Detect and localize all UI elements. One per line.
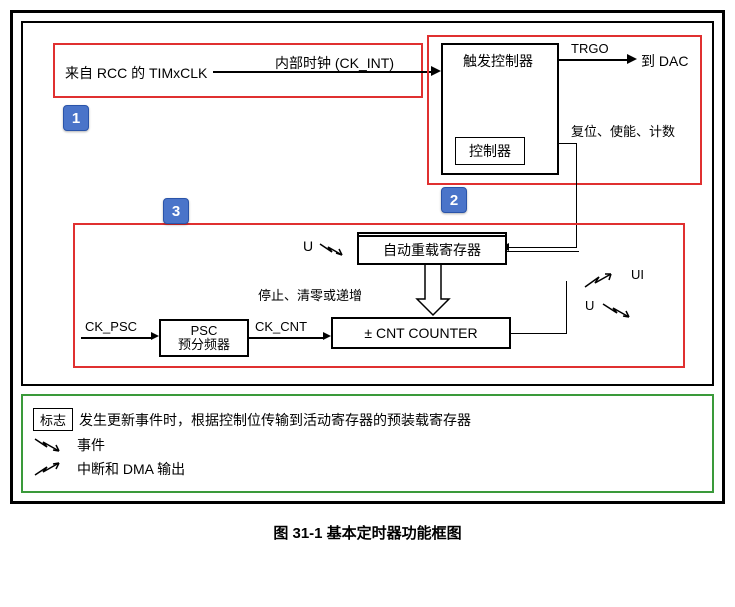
- squiggle-u2: [601, 301, 645, 321]
- auto-reload-shadow: [357, 232, 507, 235]
- legend-event-text: 事件: [77, 435, 105, 455]
- interrupt-icon: [33, 460, 71, 478]
- to-dac-label: 到 DAC: [641, 51, 688, 71]
- outer-frame: 来自 RCC 的 TIMxCLK 内部时钟 (CK_INT) 1 触发控制器 控…: [10, 10, 725, 504]
- ck-psc-label: CK_PSC: [85, 319, 137, 334]
- u-label-2: U: [585, 298, 594, 313]
- squiggle-ui: [583, 271, 627, 291]
- source-label: 来自 RCC 的 TIMxCLK: [65, 63, 207, 83]
- legend-row-key: 标志 发生更新事件时，根据控制位传输到活动寄存器的预装载寄存器: [33, 408, 702, 431]
- reset-enable-label: 复位、使能、计数: [571, 121, 675, 140]
- figure-caption: 图 31-1 基本定时器功能框图: [10, 522, 725, 543]
- line-ckcnt: [249, 337, 325, 339]
- badge-1: 1: [63, 105, 89, 131]
- arrow-ckpsc: [151, 332, 159, 340]
- ck-int-label: 内部时钟 (CK_INT): [275, 53, 394, 73]
- line-ckpsc: [81, 337, 153, 339]
- stop-clear-label: 停止、清零或递增: [258, 285, 362, 304]
- legend-row-event: 事件: [33, 435, 702, 455]
- event-icon: [33, 436, 71, 454]
- badge-2: 2: [441, 187, 467, 213]
- line-out2: [511, 333, 567, 334]
- arrow-ckcnt: [323, 332, 331, 340]
- legend-interrupt-text: 中断和 DMA 输出: [77, 459, 185, 479]
- ck-cnt-label: CK_CNT: [255, 319, 307, 334]
- cnt-counter-box: ± CNT COUNTER: [331, 317, 511, 349]
- trigger-ctrl-label: 触发控制器: [463, 51, 533, 71]
- hollow-down-arrow: [415, 265, 451, 317]
- auto-reload-box: 自动重载寄存器: [357, 235, 507, 265]
- line-out-v: [566, 281, 567, 334]
- squiggle-u1: [318, 241, 354, 259]
- legend-key: 标志: [33, 408, 73, 431]
- u-label-1: U: [303, 238, 313, 254]
- controller-outer: 触发控制器 控制器: [441, 43, 559, 175]
- line-trgo: [559, 59, 629, 61]
- psc-box: PSC 预分频器: [159, 319, 249, 357]
- legend-row-interrupt: 中断和 DMA 输出: [33, 459, 702, 479]
- line-out1: [507, 251, 579, 252]
- arrow-trgo: [627, 54, 637, 64]
- trgo-label: TRGO: [571, 41, 609, 56]
- main-diagram: 来自 RCC 的 TIMxCLK 内部时钟 (CK_INT) 1 触发控制器 控…: [21, 21, 714, 386]
- legend-box: 标志 发生更新事件时，根据控制位传输到活动寄存器的预装载寄存器 事件 中断和 D…: [21, 394, 714, 493]
- legend-key-text: 发生更新事件时，根据控制位传输到活动寄存器的预装载寄存器: [79, 410, 471, 430]
- line-ctrl-h: [559, 143, 577, 144]
- controller-inner: 控制器: [455, 137, 525, 165]
- badge-3: 3: [163, 198, 189, 224]
- ui-label: UI: [631, 267, 644, 282]
